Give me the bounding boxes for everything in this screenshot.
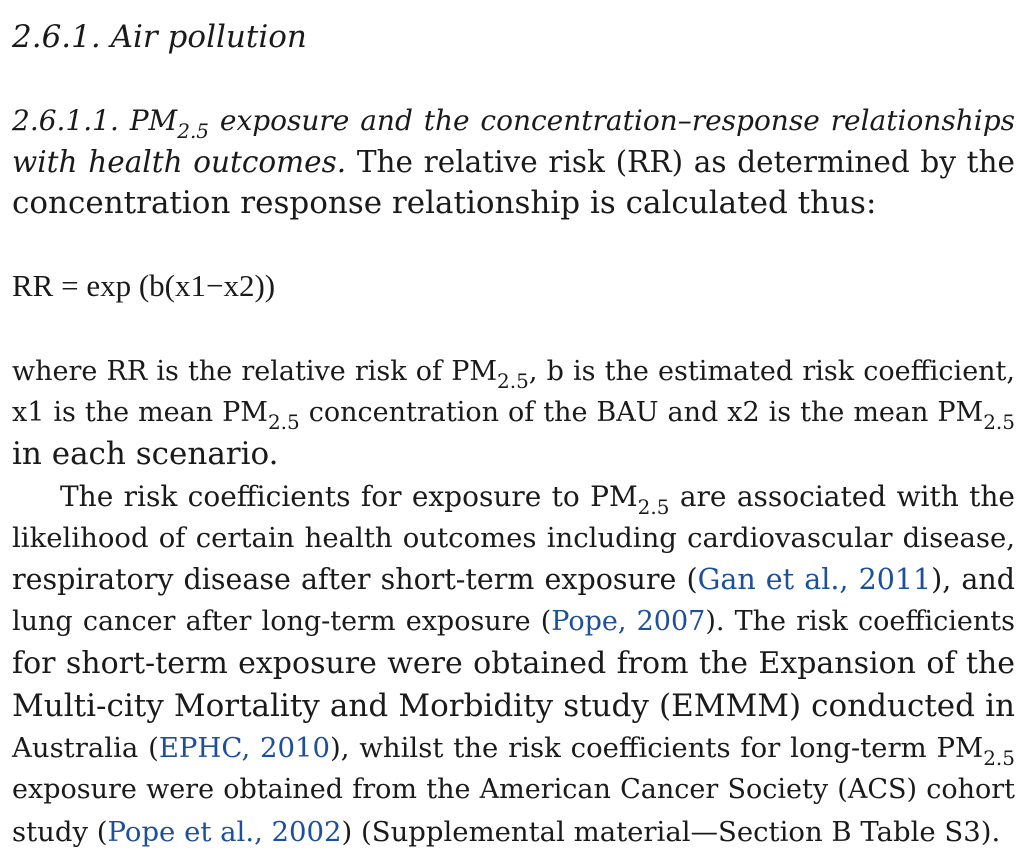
text-run: ) (Supplemental material—Section B Table… xyxy=(341,816,1001,848)
para2-line5: for short-term exposure were obtained fr… xyxy=(12,643,1015,685)
para2-line8: exposure were obtained from the American… xyxy=(12,769,1015,811)
subscript: 2.5 xyxy=(637,495,670,519)
text-run: respiratory disease after short-term exp… xyxy=(12,563,698,596)
intro-line3: concentration response relationship is c… xyxy=(12,182,1015,224)
text-run: ). The risk coefficients xyxy=(705,606,1015,637)
text-run: Australia ( xyxy=(12,732,159,764)
equation: RR = exp (b(x1−x2)) xyxy=(12,265,1015,307)
text-run: are associated with the xyxy=(669,480,1015,513)
text-run: study ( xyxy=(12,816,108,848)
text-run: lung cancer after long-term exposure ( xyxy=(12,606,552,637)
para2-line9: study (Pope et al., 2002) (Supplemental … xyxy=(12,811,1015,853)
subscript: 2.5 xyxy=(497,369,529,393)
text-run: concentration of the BAU and x2 is the m… xyxy=(299,397,984,428)
text-run: Multi-city Mortality and Morbidity study… xyxy=(12,688,1015,724)
para1-line1: where RR is the relative risk of PM2.5, … xyxy=(12,351,1015,393)
citation-ephc-2010[interactable]: EPHC, 2010 xyxy=(158,732,331,764)
citation-gan-2011[interactable]: Gan et al., 2011 xyxy=(697,563,932,596)
subscript: 2.5 xyxy=(983,410,1016,434)
subsection-heading-rest: exposure and the concentration–response … xyxy=(209,104,1015,137)
text-run: where RR is the relative risk of PM xyxy=(12,356,498,387)
para2-line4: lung cancer after long-term exposure (Po… xyxy=(12,601,1015,643)
subsection-heading-line2: with health outcomes. The relative risk … xyxy=(12,141,1015,183)
subscript: 2.5 xyxy=(983,746,1015,770)
citation-pope-2002[interactable]: Pope et al., 2002 xyxy=(107,816,342,848)
para2-line1: The risk coefficients for exposure to PM… xyxy=(60,476,1015,518)
intro-text-end: concentration response relationship is c… xyxy=(12,185,877,221)
text-run: in each scenario. xyxy=(12,436,279,472)
subscript: 2.5 xyxy=(177,119,210,143)
equation-text: RR = exp (b(x1−x2)) xyxy=(12,268,276,303)
para2-line6: Multi-city Mortality and Morbidity study… xyxy=(12,685,1015,727)
text-run: The risk coefficients for exposure to PM xyxy=(60,480,638,513)
para2-line2: likelihood of certain health outcomes in… xyxy=(12,517,1015,559)
text-run: ), whilst the risk coefficients for long… xyxy=(330,732,984,764)
text-run: likelihood of certain health outcomes in… xyxy=(12,522,1015,554)
text-run: , b is the estimated risk coefficient, xyxy=(528,356,1015,387)
para2-line7: Australia (EPHC, 2010), whilst the risk … xyxy=(12,727,1015,769)
citation-pope-2007[interactable]: Pope, 2007 xyxy=(551,606,706,637)
section-heading-text: 2.6.1. Air pollution xyxy=(12,19,307,55)
text-run: for short-term exposure were obtained fr… xyxy=(12,646,1015,681)
section-heading: 2.6.1. Air pollution xyxy=(12,16,1015,58)
para1-line2: x1 is the mean PM2.5 concentration of th… xyxy=(12,392,1015,434)
text-run: ), and xyxy=(931,563,1015,596)
subsection-heading-end: with health outcomes. xyxy=(12,145,347,179)
text-run: exposure were obtained from the American… xyxy=(12,774,1015,805)
para1-line3: in each scenario. xyxy=(12,433,1015,475)
text-run: x1 is the mean PM xyxy=(12,397,268,428)
subscript: 2.5 xyxy=(267,410,300,434)
intro-text: The relative risk (RR) as determined by … xyxy=(346,145,1015,179)
subsection-heading-prefix: 2.6.1.1. PM xyxy=(12,104,178,137)
para2-line3: respiratory disease after short-term exp… xyxy=(12,559,1015,601)
subsection-heading-line1: 2.6.1.1. PM2.5 exposure and the concentr… xyxy=(12,100,1015,142)
